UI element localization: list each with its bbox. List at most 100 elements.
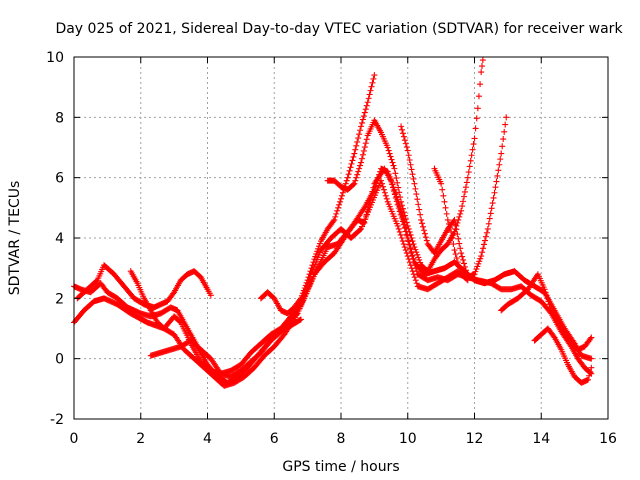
data-point	[471, 135, 478, 142]
data-point	[464, 174, 471, 181]
data-point	[332, 213, 339, 220]
y-tick-label: 2	[55, 291, 64, 307]
data-point	[422, 234, 429, 241]
data-point	[333, 210, 340, 217]
data-point	[473, 115, 480, 122]
y-axis-label: SDTVAR / TECUs	[7, 181, 23, 296]
data-point	[442, 204, 449, 211]
data-point	[304, 277, 311, 284]
data-point	[447, 224, 454, 231]
data-point	[461, 188, 468, 195]
data-point	[460, 198, 467, 205]
data-point	[550, 333, 557, 340]
data-marks	[71, 57, 595, 389]
series-track-4	[127, 177, 471, 377]
data-point	[401, 212, 408, 219]
x-tick-label: 6	[270, 431, 279, 447]
data-point	[443, 210, 450, 217]
data-point	[478, 69, 485, 76]
data-point	[331, 216, 338, 223]
data-point	[454, 231, 461, 238]
data-point	[405, 225, 412, 232]
data-point	[479, 249, 486, 256]
tick-layer: 0 2 4 6 8 10 12 14 16 -2 0 2 4 6 8 10	[46, 50, 617, 447]
data-point	[392, 170, 399, 177]
data-point	[463, 179, 470, 186]
data-point	[396, 228, 403, 235]
data-point	[395, 225, 402, 232]
data-point	[461, 193, 468, 200]
data-point	[344, 174, 351, 181]
data-point	[398, 198, 405, 205]
data-point	[401, 137, 408, 144]
data-point	[410, 271, 417, 278]
data-point	[456, 240, 463, 247]
data-point	[367, 196, 374, 203]
data-point	[366, 91, 373, 98]
data-point	[546, 301, 553, 308]
data-point	[360, 147, 367, 154]
data-point	[399, 218, 406, 225]
data-point	[461, 260, 468, 267]
data-point	[359, 116, 366, 123]
x-tick-label: 0	[70, 431, 79, 447]
data-point	[388, 156, 395, 163]
data-point	[351, 180, 358, 187]
data-point	[394, 222, 401, 229]
data-point	[406, 156, 413, 163]
data-point	[356, 131, 363, 138]
data-point	[404, 147, 411, 154]
data-point	[335, 204, 342, 211]
y-tick-label: -2	[50, 412, 64, 428]
series-track-8	[398, 114, 510, 281]
x-tick-label: 14	[532, 431, 550, 447]
data-point	[411, 180, 418, 187]
data-point	[490, 194, 497, 201]
data-point	[479, 63, 486, 70]
data-point	[408, 166, 415, 173]
data-point	[457, 245, 464, 252]
data-point	[407, 161, 414, 168]
data-point	[438, 180, 445, 187]
data-point	[370, 75, 377, 82]
data-point	[480, 245, 487, 252]
data-point	[381, 189, 388, 196]
data-point	[412, 246, 419, 253]
data-point	[409, 171, 416, 178]
series-track-3	[74, 262, 214, 311]
data-point	[363, 136, 370, 143]
data-point	[409, 268, 416, 275]
y-tick-label: 8	[55, 110, 64, 126]
data-point	[362, 106, 369, 113]
data-point	[296, 296, 303, 303]
data-point	[389, 181, 396, 188]
data-point	[541, 286, 548, 293]
data-point	[390, 188, 397, 195]
data-point	[308, 265, 315, 272]
data-point	[311, 256, 318, 263]
data-point	[474, 263, 481, 270]
data-point	[353, 174, 360, 181]
data-point	[343, 177, 350, 184]
data-point	[498, 150, 505, 157]
data-point	[404, 222, 411, 229]
data-point	[483, 229, 490, 236]
data-point	[477, 255, 484, 262]
data-point	[399, 130, 406, 137]
data-point	[354, 171, 361, 178]
data-point	[397, 194, 404, 201]
data-point	[413, 249, 420, 256]
data-point	[358, 159, 365, 166]
data-point	[389, 184, 396, 191]
data-point	[459, 253, 466, 260]
data-point	[485, 220, 492, 227]
data-point	[397, 211, 404, 218]
data-point	[306, 271, 313, 278]
data-point	[365, 95, 372, 102]
data-point	[420, 223, 427, 230]
data-point	[350, 181, 357, 188]
data-point	[369, 188, 376, 195]
data-point	[588, 364, 595, 371]
data-point	[406, 228, 413, 235]
data-point	[476, 258, 483, 265]
